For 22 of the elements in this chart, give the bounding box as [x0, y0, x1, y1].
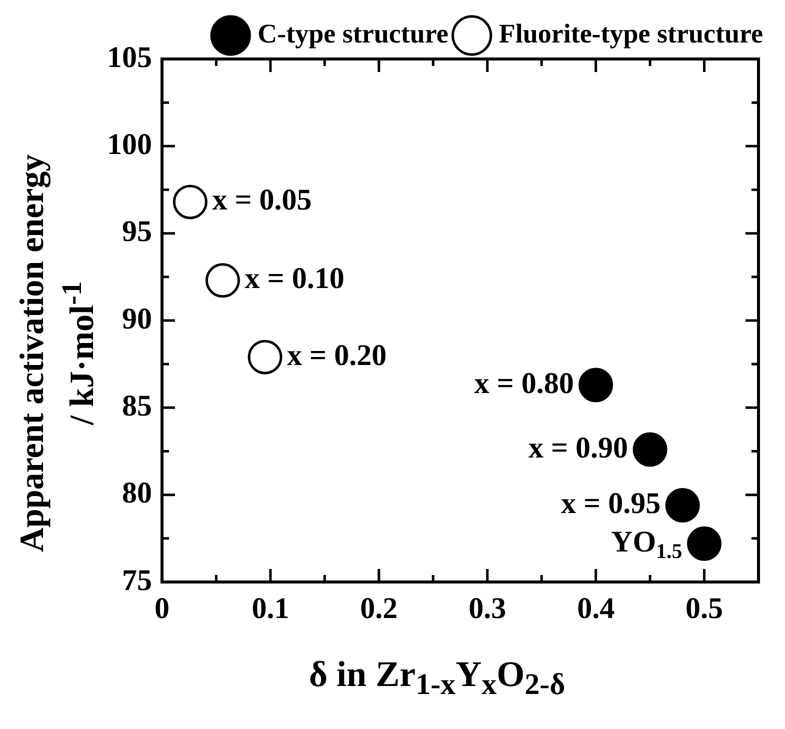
annotation: x = 0.10 [244, 262, 344, 296]
y-tick-label: 75 [122, 564, 152, 597]
y-tick-label: 95 [122, 215, 152, 248]
x-tick-label: 0.2 [360, 592, 398, 625]
x-axis-title: δ in Zr$_{1-x}$Y$_{x}$O$_{2-δ}$ [308, 653, 566, 702]
annotation: x = 0.90 [528, 431, 628, 464]
y-tick-label: 90 [122, 302, 152, 336]
y-tick-label: 85 [122, 389, 152, 422]
annotation: x = 0.95 [560, 487, 661, 520]
y-tick-label: 100 [107, 128, 152, 161]
annotation: x = 0.80 [474, 366, 574, 400]
annotation: x = 0.20 [287, 338, 387, 372]
annotation: x = 0.05 [212, 184, 312, 217]
legend-label: C-type structure [258, 18, 448, 48]
y-tick-label: 105 [107, 40, 152, 74]
x-tick-label: 0 [154, 592, 170, 625]
legend-label: Fluorite-type structure [498, 18, 764, 48]
y-tick-label: 80 [122, 476, 152, 510]
x-tick-label: 0.1 [252, 592, 290, 625]
x-tick-label: 0.3 [468, 592, 506, 625]
x-tick-label: 0.4 [577, 592, 615, 625]
x-tick-label: 0.5 [686, 592, 724, 625]
